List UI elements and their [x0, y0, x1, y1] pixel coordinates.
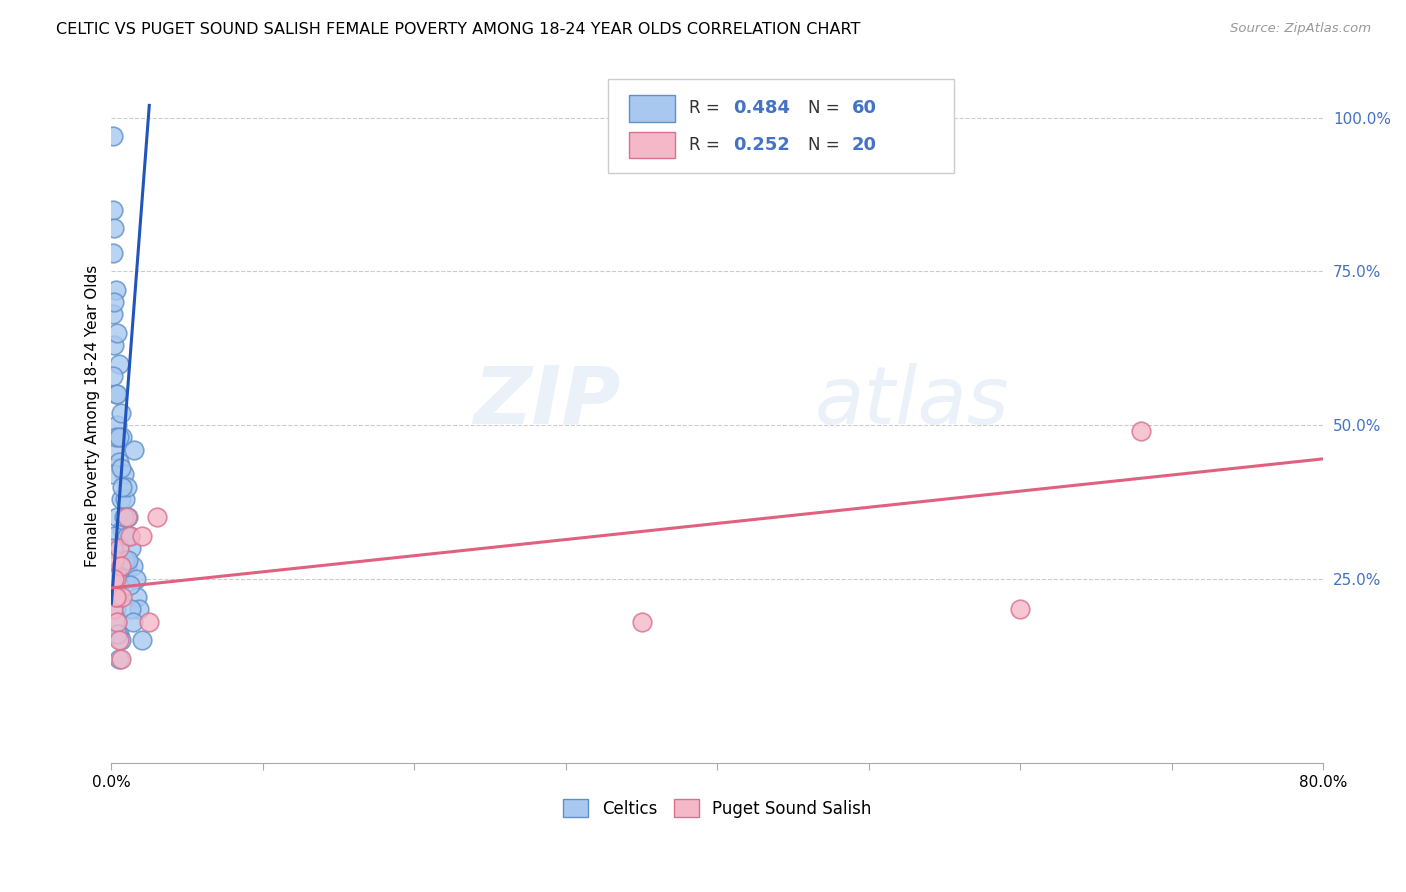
Point [104, 430, 127, 444]
Text: ZIP: ZIP [472, 363, 620, 441]
Point [101, 590, 124, 604]
Point [108, 627, 131, 641]
Point [101, 202, 124, 217]
Point [131, 529, 153, 543]
Text: Source: ZipAtlas.com: Source: ZipAtlas.com [1230, 22, 1371, 36]
Point [108, 357, 131, 371]
Point [104, 590, 127, 604]
Point [1010, 602, 1032, 616]
Point [120, 602, 142, 616]
Point [122, 442, 145, 457]
Point [110, 559, 132, 574]
Point [131, 633, 153, 648]
Point [104, 387, 127, 401]
Point [103, 529, 125, 543]
Point [101, 307, 124, 321]
Point [108, 455, 131, 469]
Point [118, 529, 141, 543]
Point [120, 541, 142, 555]
Point [114, 491, 136, 506]
Text: atlas: atlas [814, 363, 1010, 441]
Point [104, 283, 127, 297]
Point [103, 572, 125, 586]
Point [112, 510, 135, 524]
Point [110, 633, 132, 648]
Point [101, 467, 124, 482]
Point [104, 572, 127, 586]
Point [118, 578, 141, 592]
Point [107, 387, 129, 401]
Text: 60: 60 [852, 100, 877, 118]
Point [108, 651, 131, 665]
Point [121, 559, 143, 574]
Point [110, 406, 132, 420]
Point [108, 541, 131, 555]
Point [108, 541, 131, 555]
Point [107, 590, 129, 604]
Point [107, 627, 129, 641]
Point [110, 491, 132, 506]
FancyBboxPatch shape [628, 132, 675, 158]
Point [138, 615, 160, 629]
Point [111, 590, 134, 604]
Point [117, 510, 139, 524]
FancyBboxPatch shape [628, 95, 675, 121]
Point [104, 590, 127, 604]
Point [103, 221, 125, 235]
Text: 20: 20 [852, 136, 877, 154]
Point [114, 572, 136, 586]
Point [112, 553, 135, 567]
Text: R =: R = [689, 136, 725, 154]
Text: R =: R = [689, 100, 725, 118]
Point [101, 368, 124, 383]
Point [630, 615, 652, 629]
Y-axis label: Female Poverty Among 18-24 Year Olds: Female Poverty Among 18-24 Year Olds [86, 265, 100, 567]
Point [115, 479, 138, 493]
Point [103, 572, 125, 586]
Point [103, 553, 125, 567]
Point [118, 529, 141, 543]
Text: N =: N = [808, 136, 845, 154]
Point [124, 572, 146, 586]
Point [114, 553, 136, 567]
Point [107, 326, 129, 340]
Point [110, 461, 132, 475]
Point [111, 479, 134, 493]
Point [108, 430, 131, 444]
Point [127, 590, 149, 604]
Point [146, 510, 169, 524]
FancyBboxPatch shape [609, 78, 953, 173]
Point [103, 295, 125, 310]
Point [101, 541, 124, 555]
Point [107, 510, 129, 524]
Point [121, 615, 143, 629]
Point [101, 602, 124, 616]
Point [104, 602, 127, 616]
Point [112, 467, 135, 482]
Point [1130, 424, 1153, 438]
Text: CELTIC VS PUGET SOUND SALISH FEMALE POVERTY AMONG 18-24 YEAR OLDS CORRELATION CH: CELTIC VS PUGET SOUND SALISH FEMALE POVE… [56, 22, 860, 37]
Point [110, 651, 132, 665]
Point [128, 602, 150, 616]
Point [115, 510, 138, 524]
Point [115, 529, 138, 543]
Point [107, 615, 129, 629]
Text: N =: N = [808, 100, 845, 118]
Text: 0.252: 0.252 [733, 136, 790, 154]
Point [107, 615, 129, 629]
Point [101, 129, 124, 144]
Point [115, 559, 138, 574]
Point [101, 246, 124, 260]
Point [103, 338, 125, 352]
Legend: Celtics, Puget Sound Salish: Celtics, Puget Sound Salish [557, 793, 879, 824]
Point [111, 523, 134, 537]
Point [107, 418, 129, 433]
Point [103, 442, 125, 457]
Point [108, 633, 131, 648]
Text: 0.484: 0.484 [733, 100, 790, 118]
Point [117, 553, 139, 567]
Point [111, 430, 134, 444]
